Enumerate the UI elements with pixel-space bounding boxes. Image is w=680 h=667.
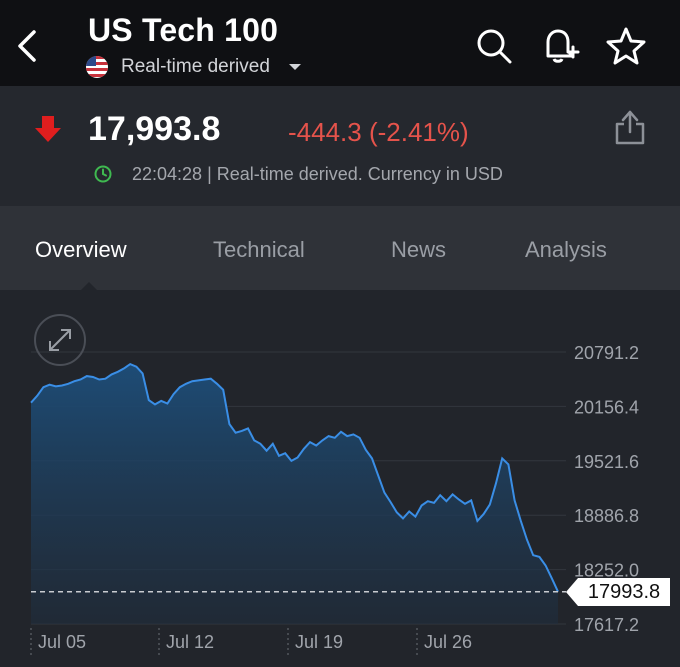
active-tab-indicator bbox=[80, 282, 98, 291]
y-tick-label: 18252.0 bbox=[574, 561, 639, 581]
y-tick-label: 18886.8 bbox=[574, 506, 639, 526]
x-tick-label: Jul 26 bbox=[424, 632, 472, 652]
y-tick-label: 20791.2 bbox=[574, 343, 639, 363]
tab-overview[interactable]: Overview bbox=[35, 237, 127, 262]
tab-bar bbox=[0, 206, 680, 290]
tab-technical[interactable]: Technical bbox=[213, 237, 305, 262]
last-price-pointer bbox=[566, 578, 578, 606]
market-type-selector[interactable]: Real-time derived bbox=[121, 56, 270, 77]
clock-icon bbox=[94, 165, 112, 183]
x-tick-label: Jul 19 bbox=[295, 632, 343, 652]
current-price: 17,993.8 bbox=[88, 110, 221, 148]
chevron-down-icon[interactable] bbox=[289, 64, 301, 70]
x-tick-label: Jul 05 bbox=[38, 632, 86, 652]
search-icon[interactable] bbox=[474, 26, 514, 66]
bell-plus-icon[interactable] bbox=[540, 26, 580, 66]
share-icon[interactable] bbox=[612, 106, 648, 146]
x-tick-label: Jul 12 bbox=[166, 632, 214, 652]
us-flag-icon bbox=[86, 56, 108, 78]
chart-area-fill bbox=[31, 364, 558, 624]
expand-chart-button[interactable] bbox=[34, 314, 86, 366]
chevron-left-icon[interactable] bbox=[10, 26, 44, 66]
expand-icon bbox=[49, 329, 71, 351]
price-change: -444.3 (-2.41%) bbox=[288, 117, 469, 147]
tab-analysis[interactable]: Analysis bbox=[525, 237, 607, 262]
page-title: US Tech 100 bbox=[88, 12, 279, 48]
star-icon[interactable] bbox=[606, 26, 646, 66]
tab-news[interactable]: News bbox=[391, 237, 447, 262]
quote-timestamp: 22:04:28 | Real-time derived. Currency i… bbox=[132, 164, 503, 184]
last-price-label: 17993.8 bbox=[578, 578, 670, 606]
quote-panel bbox=[0, 86, 680, 206]
y-tick-label: 20156.4 bbox=[574, 397, 639, 417]
y-tick-label: 19521.6 bbox=[574, 452, 639, 472]
y-tick-label: 17617.2 bbox=[574, 615, 639, 635]
chart-series-line bbox=[30, 362, 559, 593]
red-down-arrow-icon bbox=[35, 116, 61, 142]
